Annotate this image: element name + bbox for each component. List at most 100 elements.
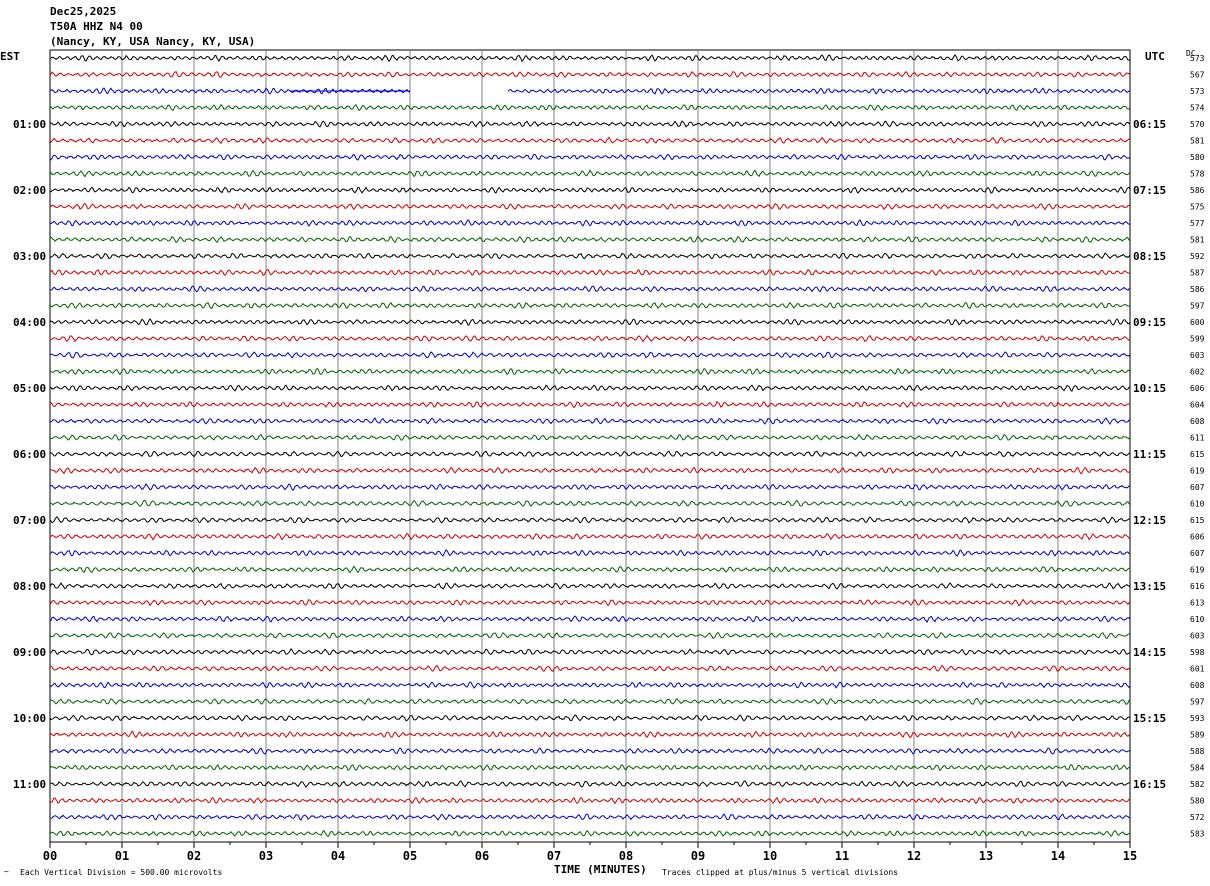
right-hour-label: 08:15 [1133,250,1166,263]
seismic-trace-13 [49,252,1131,260]
seismic-trace-46 [49,796,1131,805]
seismic-trace-30 [49,532,1131,541]
dc-offset-label: 598 [1190,648,1205,657]
dc-offset-label: 577 [1190,219,1205,228]
right-hour-label: 13:15 [1133,580,1166,593]
seismic-trace-36 [49,631,1131,640]
seismic-trace-10 [49,202,1131,211]
dc-offset-label: 610 [1190,500,1205,509]
x-axis-title: TIME (MINUTES) [554,863,647,876]
left-hour-label: 05:00 [13,382,46,395]
seismic-trace-34 [49,598,1131,607]
right-hour-label: 09:15 [1133,316,1166,329]
seismic-trace-20 [49,367,1131,376]
seismic-trace-45 [49,780,1131,788]
seismic-trace-2 [49,70,1131,78]
dc-offset-label: 619 [1190,566,1205,575]
dc-offset-label: 587 [1190,269,1205,278]
x-tick-label: 05 [403,849,417,863]
seismic-trace-6 [49,136,1131,145]
x-tick-label: 10 [763,849,777,863]
x-tick-label: 15 [1123,849,1137,863]
seismic-trace-14 [49,268,1131,276]
dc-offset-label: 615 [1190,450,1205,459]
dc-offset-label: 599 [1190,335,1205,344]
dc-offset-label: 602 [1190,368,1205,377]
dc-offset-label: 580 [1190,153,1205,162]
seismic-trace-48 [49,829,1131,838]
seismic-trace-33 [49,582,1131,590]
seismic-trace-25 [49,450,1131,458]
dc-offset-label: 597 [1190,698,1205,707]
right-hour-label: 12:15 [1133,514,1166,527]
seismic-trace-21 [49,384,1131,392]
seismic-trace-41 [49,714,1131,722]
right-hour-label: 11:15 [1133,448,1166,461]
left-hour-label: 09:00 [13,646,46,659]
dc-offset-label: 589 [1190,731,1205,740]
seismic-trace-3 [507,87,1131,95]
dc-header-label: DC [1186,49,1196,58]
dc-offset-label: 586 [1190,285,1205,294]
dc-offset-label: 572 [1190,813,1205,822]
left-hour-label: 04:00 [13,316,46,329]
dc-offset-label: 604 [1190,401,1205,410]
corner-mark: ~ [4,867,9,876]
seismic-trace-31 [49,549,1131,557]
right-hour-label: 15:15 [1133,712,1166,725]
seismic-trace-15 [49,285,1131,293]
seismic-trace-9 [49,186,1131,194]
seismic-trace-35 [49,615,1131,624]
seismic-trace-23 [49,417,1131,426]
seismic-trace-29 [49,516,1131,524]
right-hour-label: 14:15 [1133,646,1166,659]
dc-offset-label: 607 [1190,549,1205,558]
dc-offset-label: 580 [1190,797,1205,806]
dc-offset-label: 574 [1190,104,1205,113]
x-tick-label: 07 [547,849,561,863]
dc-offset-label: 581 [1190,137,1205,146]
seismic-trace-42 [49,730,1131,739]
seismic-trace-39 [49,681,1131,689]
left-hour-label: 02:00 [13,184,46,197]
dc-offset-label: 570 [1190,120,1205,129]
seismic-trace-40 [49,697,1131,706]
dc-offset-label: 611 [1190,434,1205,443]
scale-note: Each Vertical Division = 500.00 microvol… [20,868,223,877]
dc-offset-label: 582 [1190,780,1205,789]
dc-offset-label: 578 [1190,170,1205,179]
station-code: T50A HHZ N4 00 [50,20,143,33]
seismic-trace-11 [49,219,1131,227]
dc-offset-label: 613 [1190,599,1205,608]
x-tick-label: 06 [475,849,489,863]
seismic-trace-19 [49,351,1131,359]
clip-note: Traces clipped at plus/minus 5 vertical … [662,868,899,877]
x-tick-label: 04 [331,849,345,863]
dc-offset-label: 608 [1190,681,1205,690]
seismic-trace-1 [49,54,1131,63]
dc-offset-label: 592 [1190,252,1205,261]
dc-offset-label: 600 [1190,318,1205,327]
plot-date: Dec25,2025 [50,5,117,18]
x-tick-label: 03 [259,849,273,863]
seismic-trace-8 [49,169,1131,178]
dc-offset-label: 607 [1190,483,1205,492]
dc-offset-label: 619 [1190,467,1205,476]
seismic-trace-44 [49,764,1131,772]
dc-offset-label: 593 [1190,714,1205,723]
x-tick-label: 00 [43,849,57,863]
dc-offset-label: 603 [1190,632,1205,641]
left-hour-label: 06:00 [13,448,46,461]
seismic-trace-37 [49,648,1131,656]
dc-offset-label: 603 [1190,351,1205,360]
seismic-trace-16 [49,301,1131,310]
x-tick-label: 09 [691,849,705,863]
seismic-trace-43 [49,747,1131,755]
dc-offset-label: 575 [1190,203,1205,212]
right-hour-label: 16:15 [1133,778,1166,791]
x-tick-label: 02 [187,849,201,863]
seismic-trace-18 [49,334,1131,343]
right-timezone-label: UTC [1145,50,1165,63]
left-hour-label: 11:00 [13,778,46,791]
seismic-trace-47 [49,813,1131,821]
